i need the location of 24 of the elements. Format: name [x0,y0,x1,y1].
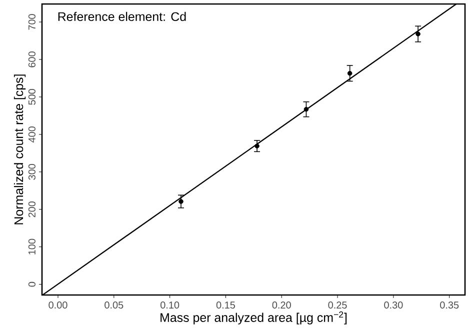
x-tick-label: 0.20 [272,302,291,309]
y-axis-title: Normalized count rate [cps] [14,74,26,224]
x-tick-label: 0.25 [328,302,347,309]
x-tick-label: 0.15 [216,302,235,309]
y-tick-label: 700 [28,14,36,30]
point [178,199,184,204]
x-tick-label: 0.05 [104,302,124,309]
x-axis-title: Mass per analyzed area [µg cm$^{−2}$] [160,311,347,324]
point [304,106,309,112]
point [254,144,260,148]
y-tick-label: 400 [28,126,36,142]
y-tick-label: 200 [28,201,36,218]
y-tick-label: 600 [28,52,36,68]
point [416,32,420,36]
x-tick-label: 0.10 [160,302,180,309]
annotation: Reference element: Cd [58,12,186,22]
point [347,70,352,76]
y-tick-label: 0 [28,282,36,287]
y-tick-label: 500 [28,89,36,105]
x-tick-label: 0.30 [384,302,403,309]
y-tick-label: 100 [28,238,36,254]
x-tick-label: 0.35 [440,302,459,309]
y-tick-label: 300 [28,164,36,180]
x-tick-label: 0.00 [48,302,68,309]
